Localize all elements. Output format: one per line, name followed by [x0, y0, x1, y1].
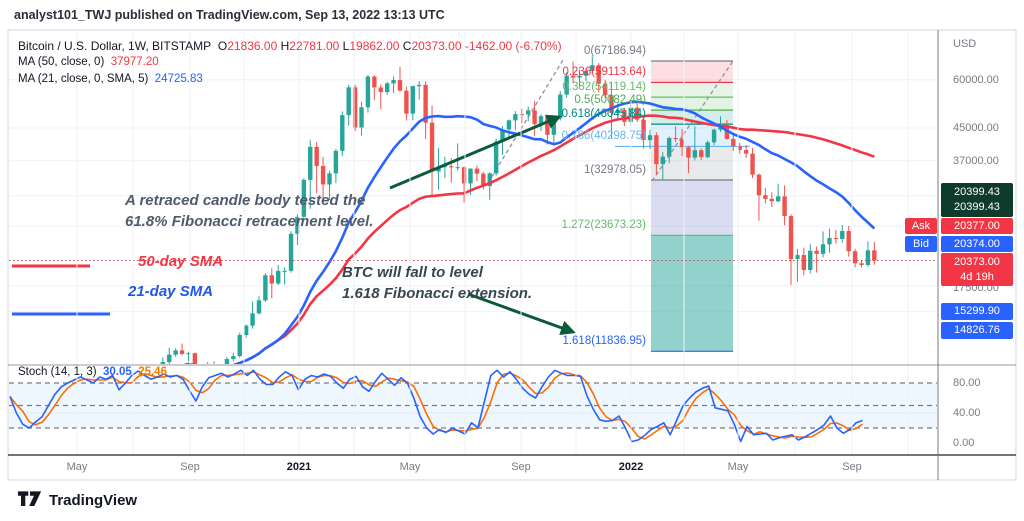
high-value: 22781.00 [289, 39, 340, 53]
fib-level-label: 0.382(54119.14) [562, 81, 646, 94]
price-tick: 60000.00 [953, 74, 999, 86]
sma21-annotation-label: 21-day SMA [128, 283, 214, 300]
symbol-legend-row[interactable]: Bitcoin / U.S. Dollar, 1W, BITSTAMP O218… [18, 39, 562, 53]
tradingview-logo-icon [18, 491, 42, 506]
fib-level-label: 0.618(46045.84) [561, 108, 646, 121]
fib-level-label: 1.618(11836.95) [562, 335, 646, 348]
time-label: 2022 [618, 461, 644, 473]
time-label: Sep [842, 461, 862, 473]
high-label: H [280, 39, 290, 53]
open-value: 21836.00 [227, 39, 278, 53]
ask-tag[interactable]: Ask [905, 218, 937, 234]
stoch-legend-row[interactable]: Stoch (14, 1, 3) 30.05 25.46 [18, 366, 167, 378]
price-tick: 45000.00 [953, 122, 999, 134]
close-label: C [402, 39, 412, 53]
price-scale-currency: USD [953, 38, 977, 50]
stoch-d-value: 25.46 [138, 366, 167, 378]
tradingview-logo[interactable]: TradingView [18, 491, 137, 509]
ma21-legend-row[interactable]: MA (21, close, 0, SMA, 5) 24725.83 [18, 73, 203, 85]
symbol-title: Bitcoin / U.S. Dollar, 1W, BITSTAMP [18, 39, 212, 53]
ma21-label: MA (21, close, 0, SMA, 5) [18, 73, 149, 85]
ma50-label: MA (50, close, 0) [18, 56, 105, 68]
time-label: May [727, 461, 749, 473]
ma21-value: 24725.83 [154, 73, 203, 85]
publish-byline: analyst101_TWJ published on TradingView.… [14, 8, 445, 22]
stoch-k-value: 30.05 [103, 366, 132, 378]
level-badge-1: 15299.90 [941, 303, 1013, 320]
fib-level-label: 0.236(59113.64) [562, 66, 646, 79]
time-label: Sep [180, 461, 200, 473]
last-price-countdown-badge: 20373.00 4d 19h [941, 253, 1013, 286]
tradingview-logo-text: TradingView [49, 491, 138, 509]
open-label: O [217, 39, 228, 53]
annotation-note-2: BTC will fall to level 1.618 Fibonacci e… [342, 264, 533, 302]
fib-level-label: 1(32978.05) [583, 163, 646, 176]
fib-level-label: 0(67186.94) [583, 44, 646, 57]
price-tick: 37000.00 [953, 155, 999, 167]
stoch-tick: 40.00 [953, 407, 981, 419]
ma50-legend-row[interactable]: MA (50, close, 0) 37977.20 [18, 56, 159, 68]
fib-level-label: 0.5(50082.49) [574, 94, 646, 107]
level-badge-2: 14826.76 [941, 322, 1013, 339]
stoch-label: Stoch (14, 1, 3) [18, 366, 97, 378]
change-value: -1462.00 (-6.70%) [464, 39, 562, 53]
low-value: 19862.00 [349, 39, 400, 53]
close-value: 20373.00 [411, 39, 462, 53]
stoch-tick: 80.00 [953, 377, 981, 389]
time-label: May [399, 461, 421, 473]
annotation-note-1: A retraced candle body tested the 61.8% … [125, 192, 374, 230]
sma50-annotation-label: 50-day SMA [138, 253, 224, 270]
price-marker-badge: 20399.43 20399.43 [941, 183, 1013, 217]
ma50-value: 37977.20 [110, 56, 159, 68]
stoch-tick: 0.00 [953, 437, 975, 449]
bid-tag[interactable]: Bid [905, 236, 937, 252]
bid-price-badge: 20374.00 [941, 236, 1013, 252]
fib-level-label: 1.272(23673.23) [561, 219, 646, 232]
low-label: L [342, 39, 350, 53]
fib-level-label: 0.786(40298.75) [561, 130, 646, 143]
time-label: 2021 [286, 461, 312, 473]
time-label: May [66, 461, 88, 473]
ask-price-badge: 20377.00 [941, 218, 1013, 234]
time-label: Sep [511, 461, 531, 473]
